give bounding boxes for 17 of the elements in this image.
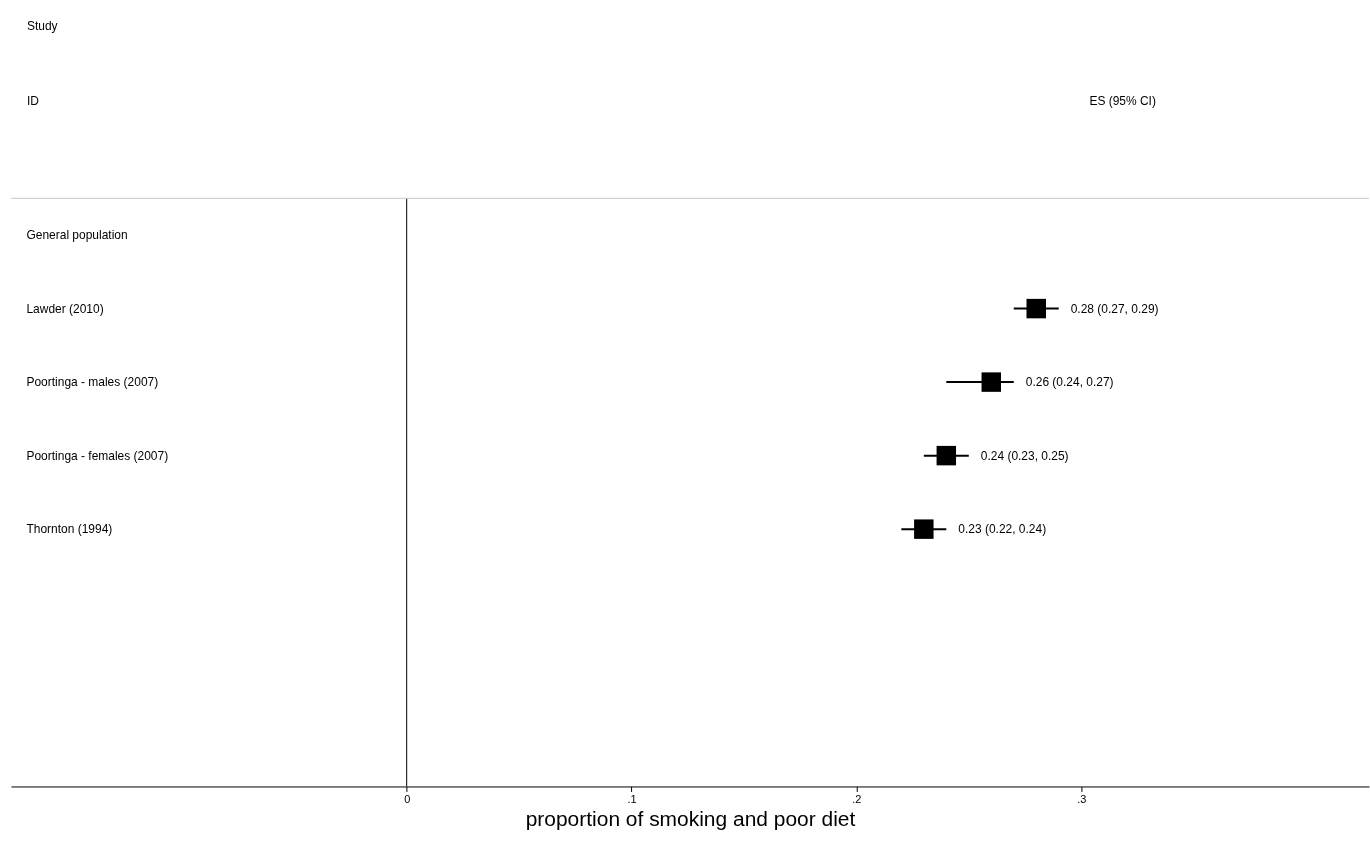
data-label: 0.24 (0.23, 0.25) (980, 448, 1069, 463)
data-label: 0.23 (0.22, 0.24) (958, 522, 1047, 537)
y-tick-label: Thornton (1994) (26, 522, 113, 537)
text: ES (95% CI) (1089, 94, 1156, 109)
x-tick-label: .1 (627, 792, 637, 805)
data-label: 0.28 (0.27, 0.29) (1070, 301, 1159, 316)
x-tick-label: 0 (404, 792, 411, 805)
text: Study (26, 18, 58, 33)
y-tick-label: General population (26, 228, 128, 243)
y-tick-label: Poortinga - females (2007) (26, 448, 169, 463)
text: ID (26, 94, 40, 109)
y-tick-label: Lawder (2010) (26, 301, 104, 316)
data-label: 0.26 (0.24, 0.27) (1025, 375, 1114, 390)
x-tick-label: .3 (1077, 792, 1087, 805)
y-tick-label: Poortinga - males (2007) (26, 375, 159, 390)
x-tick-label: .2 (852, 792, 862, 805)
x-axis-title: proportion of smoking and poor diet (525, 806, 856, 830)
